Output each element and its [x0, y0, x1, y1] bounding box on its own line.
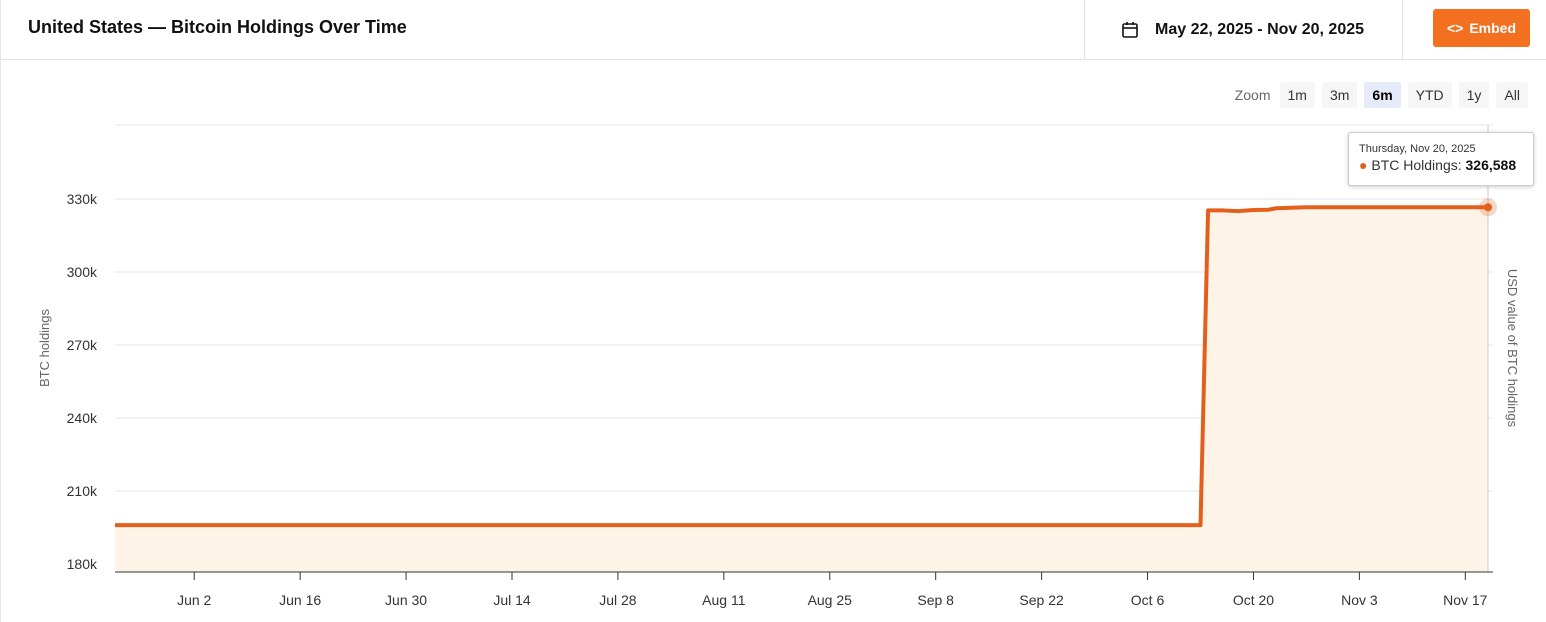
zoom-ytd[interactable]: YTD	[1407, 82, 1452, 108]
zoom-all[interactable]: All	[1496, 82, 1528, 108]
zoom-label: Zoom	[1234, 87, 1271, 103]
x-tick-label: Oct 6	[1131, 592, 1165, 608]
zoom-3m[interactable]: 3m	[1321, 82, 1358, 108]
y-tick-label: 240k	[67, 410, 98, 426]
area-fill	[115, 207, 1488, 572]
embed-button[interactable]: <> Embed	[1433, 9, 1530, 47]
y-axis-label: BTC holdings	[37, 308, 52, 387]
x-tick-label: Jun 2	[177, 592, 211, 608]
zoom-1m[interactable]: 1m	[1279, 82, 1315, 108]
x-tick-label: Aug 25	[808, 592, 853, 608]
calendar-icon	[1122, 21, 1138, 38]
tooltip-series: BTC Holdings:	[1371, 157, 1462, 173]
y-tick-label: 210k	[67, 483, 98, 499]
x-tick-label: Jun 16	[279, 592, 321, 608]
x-tick-label: Jul 14	[493, 592, 531, 608]
series-dot-icon: ●	[1359, 157, 1368, 173]
data-point	[1484, 203, 1492, 212]
tooltip-value: 326,588	[1465, 157, 1517, 173]
y-tick-label: 300k	[67, 264, 98, 280]
x-tick-label: Sep 22	[1019, 592, 1064, 608]
x-tick-label: Nov 17	[1443, 592, 1488, 608]
code-icon: <>	[1446, 20, 1464, 36]
x-tick-label: Oct 20	[1233, 592, 1274, 608]
x-tick-label: Jun 30	[385, 592, 427, 608]
x-tick-label: Aug 11	[702, 592, 746, 608]
date-range-text: May 22, 2025 - Nov 20, 2025	[1155, 20, 1365, 38]
header: United States — Bitcoin Holdings Over Ti…	[1, 0, 1546, 60]
x-tick-label: Jul 28	[599, 592, 637, 608]
x-tick-label: Sep 8	[917, 592, 954, 608]
zoom-1y[interactable]: 1y	[1458, 82, 1490, 108]
series-line	[115, 205, 1488, 528]
y-tick-label: 330k	[67, 191, 98, 207]
x-tick-label: Nov 3	[1341, 592, 1378, 608]
date-range-picker[interactable]: May 22, 2025 - Nov 20, 2025	[1084, 0, 1403, 59]
y-tick-label: 180k	[67, 556, 98, 572]
embed-label: Embed	[1469, 20, 1517, 36]
y-tick-label: 270k	[67, 337, 98, 353]
zoom-selector: Zoom 1m 3m 6m YTD 1y All	[1235, 82, 1528, 108]
y2-axis-label: USD value of BTC holdings	[1505, 269, 1520, 428]
page-title: United States — Bitcoin Holdings Over Ti…	[28, 17, 407, 37]
tooltip: Thursday, Nov 20, 2025 ● BTC Holdings: 3…	[1348, 132, 1534, 186]
zoom-6m[interactable]: 6m	[1364, 82, 1401, 108]
tooltip-date: Thursday, Nov 20, 2025	[1359, 143, 1476, 155]
